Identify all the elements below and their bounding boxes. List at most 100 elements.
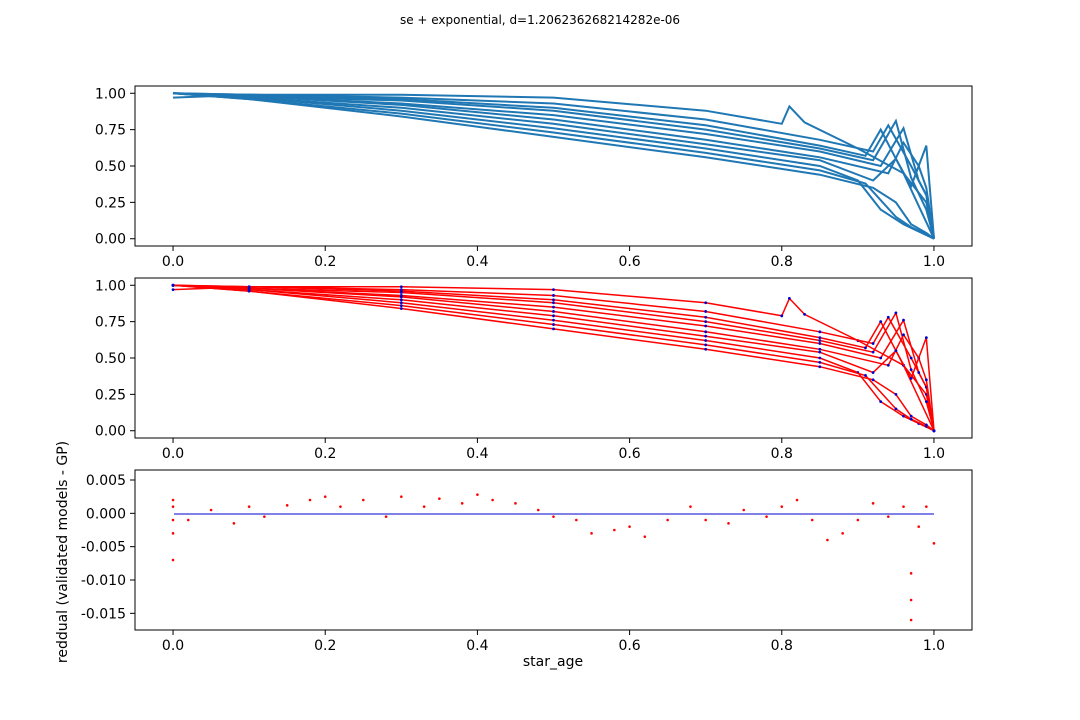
residual-point <box>841 532 844 535</box>
residual-point <box>590 532 593 535</box>
gp-point <box>879 356 883 360</box>
gp-point <box>902 333 905 337</box>
residual-point <box>476 493 479 496</box>
x-tick-label: 0.2 <box>314 638 336 654</box>
gp-point <box>399 301 403 305</box>
model-curve <box>172 93 935 240</box>
gp-point <box>818 350 822 354</box>
gp-point <box>917 371 921 374</box>
gp-point <box>399 291 403 294</box>
residual-point <box>171 518 175 522</box>
residual-point <box>247 505 251 508</box>
gp-point <box>864 374 867 377</box>
y-tick-label: -0.010 <box>81 573 126 589</box>
bottom-panel: 0.0 0.2 0.4 0.6 0.8 1.0 0.005 0.000 -0.005 -0.01… <box>55 441 973 670</box>
gp-point <box>871 371 875 374</box>
residual-point <box>765 515 768 518</box>
middle-x-ticks: 0.0 0.2 0.4 0.6 0.8 1.0 <box>162 438 945 462</box>
gp-point <box>704 324 708 328</box>
residual-point <box>871 502 875 505</box>
residual-point <box>323 495 327 498</box>
model-curve <box>172 92 935 239</box>
gp-point <box>704 315 708 319</box>
gp-point <box>909 376 913 380</box>
gp-point <box>552 318 555 322</box>
gp-point <box>552 301 555 305</box>
gp-point <box>247 289 251 293</box>
x-tick-label: 0.2 <box>314 446 336 462</box>
residual-points <box>171 493 936 622</box>
residual-point <box>613 528 616 532</box>
residual-point <box>742 508 746 512</box>
gp-point <box>818 336 822 340</box>
gp-point <box>886 315 890 319</box>
residual-point <box>689 505 692 508</box>
gp-point <box>704 301 708 305</box>
gp-point <box>924 423 928 427</box>
gp-point <box>871 342 875 345</box>
x-tick-label: 1.0 <box>923 446 945 462</box>
gp-point <box>704 347 708 351</box>
y-tick-label: 1.00 <box>95 278 126 294</box>
gp-point <box>704 330 708 334</box>
middle-curves <box>171 283 936 433</box>
residual-point <box>232 522 236 525</box>
residual-point <box>361 498 365 502</box>
residual-point <box>460 502 464 505</box>
y-tick-label: 0.75 <box>95 315 126 331</box>
residual-point <box>643 535 647 538</box>
gp-point <box>552 323 555 326</box>
middle-panel: 0.0 0.2 0.4 0.6 0.8 1.0 0.00 0.25 0.50 0.75 1.00 <box>95 277 973 462</box>
x-tick-label: 0.6 <box>618 638 640 654</box>
gp-point <box>909 356 913 360</box>
gp-point <box>704 339 708 342</box>
x-tick-label: 0.0 <box>162 446 184 462</box>
gp-point <box>552 314 555 318</box>
x-tick-label: 0.8 <box>771 254 793 270</box>
model-curve <box>172 92 935 239</box>
gp-point <box>399 307 403 310</box>
gp-point <box>704 343 708 347</box>
gp-point <box>552 310 555 313</box>
gp-point <box>704 334 708 338</box>
residual-point <box>171 532 175 535</box>
gp-point <box>894 311 898 315</box>
gp-point <box>171 288 175 292</box>
residual-point <box>263 515 266 518</box>
top-curves <box>172 92 935 240</box>
gp-point <box>902 318 905 322</box>
gp-point <box>818 365 822 369</box>
gp-point <box>818 339 822 342</box>
gp-point <box>171 283 175 287</box>
residual-point <box>925 505 928 508</box>
x-tick-label: 0.8 <box>771 638 793 654</box>
y-tick-label: 0.50 <box>95 159 126 175</box>
residual-point <box>932 542 936 545</box>
residual-point <box>780 505 784 508</box>
y-tick-label: -0.015 <box>81 606 126 622</box>
residual-point <box>810 518 814 522</box>
x-tick-label: 0.4 <box>466 254 488 270</box>
gp-point <box>803 312 806 316</box>
gp-point <box>552 294 555 297</box>
bottom-plot-area <box>134 469 973 631</box>
bottom-y-ticks: 0.005 0.000 -0.005 -0.010 -0.015 <box>81 473 135 622</box>
gp-point <box>552 298 555 302</box>
y-tick-label: 1.00 <box>95 86 126 102</box>
gp-point <box>399 298 403 302</box>
gp-point <box>864 346 867 350</box>
gp-point <box>886 363 890 367</box>
y-tick-label: 0.000 <box>86 506 126 522</box>
gp-point <box>924 378 928 382</box>
gp-point <box>818 356 822 360</box>
x-tick-label: 0.6 <box>618 254 640 270</box>
gp-point <box>902 414 905 418</box>
residual-point <box>171 498 175 502</box>
gp-point <box>818 347 822 351</box>
x-tick-label: 0.8 <box>771 446 793 462</box>
gp-point <box>399 295 403 299</box>
residual-point <box>917 525 921 528</box>
residual-point <box>666 518 669 522</box>
residual-point <box>171 505 175 508</box>
gp-point <box>818 330 822 334</box>
